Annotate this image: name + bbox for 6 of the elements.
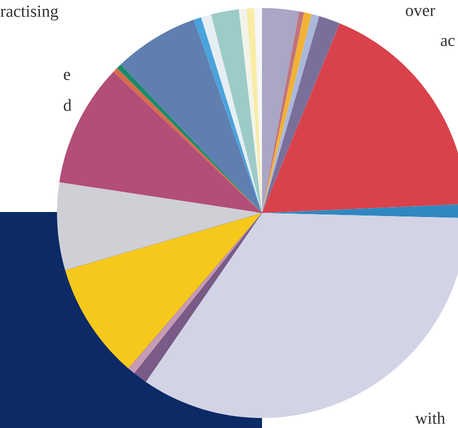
text: ac [440, 38, 455, 46]
text: ractising [0, 6, 58, 20]
text: e [64, 72, 70, 80]
text: with [415, 412, 446, 424]
text: over [406, 8, 436, 16]
text: d [64, 99, 72, 111]
